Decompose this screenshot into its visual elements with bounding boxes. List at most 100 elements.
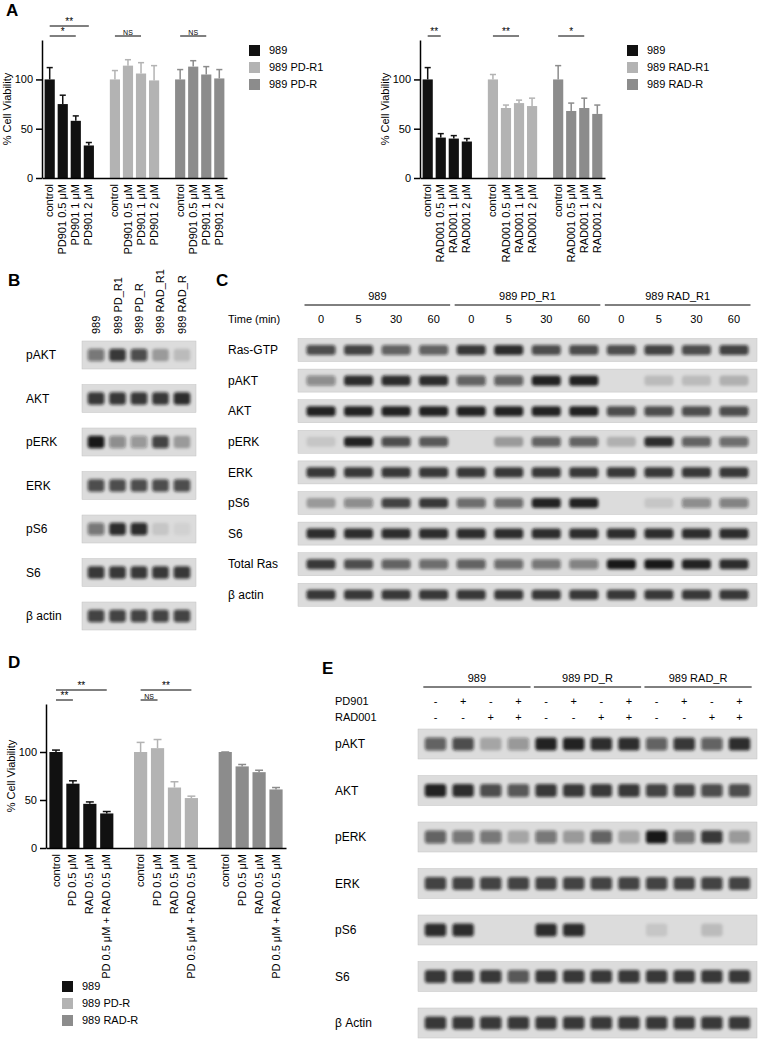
blot-band [508,784,529,797]
blot-band [618,923,639,936]
group-line [644,687,751,688]
blot-strip [298,430,757,453]
error-whisker [206,67,208,75]
x-tick: control [552,178,564,217]
error-cap [555,65,561,67]
blot-band [607,498,636,508]
x-tick-label: RAD001 2 μM [460,184,472,253]
treatment-label: PD901 [335,695,369,707]
group-label: 989 RAD_R [669,672,728,684]
blot-band [644,590,673,600]
blot-band [563,970,584,983]
blot-band [88,436,105,448]
blot-band [508,830,529,843]
blot-band [480,1016,501,1029]
error-bar [568,103,574,111]
blot-band [480,737,501,750]
treatment-value: + [626,711,632,723]
y-tick-mark [414,79,420,81]
blot-band [607,406,636,416]
bar [185,798,198,848]
error-bar [47,68,53,80]
error-bar [86,802,94,804]
error-bar [187,796,195,798]
blot-band [563,1016,584,1029]
error-cap [125,59,131,61]
error-cap [177,69,183,71]
blot-band [646,877,667,890]
error-cap [171,781,179,783]
blot-band [701,830,722,843]
blot-band [131,392,148,404]
x-axis: controlPD901 0.5 μMPD901 1 μMPD901 2 μMc… [43,178,228,255]
blot-band [109,566,126,578]
blot-band [729,737,750,750]
error-cap [272,787,280,789]
group-label: 989 PD_R [562,672,613,684]
blot-band [682,345,711,355]
blot-band [729,877,750,890]
blot-band [532,498,561,508]
significance-label: ** [77,680,85,691]
blot-band [152,479,169,491]
x-tick-label: RAD001 1 μM [578,184,590,253]
blot-band [618,737,639,750]
legend-label: 989 RAD-R1 [647,61,709,73]
blot-band [535,1016,556,1029]
error-cap [154,739,162,741]
y-tick-label: 50 [25,794,37,806]
error-bar [516,100,522,103]
group-line [605,305,751,306]
blot-band [131,610,148,622]
x-tick-label: RAD001 0.5 μM [565,184,577,262]
y-tick: 50 [25,794,46,806]
y-tick: 0 [405,172,420,184]
blot-band [719,467,748,477]
bar [151,748,164,848]
legend-label: 989 RAD-R [647,78,703,90]
legend-swatch [627,62,638,73]
blot-band [591,830,612,843]
legend-label: 989 RAD-R [82,1014,138,1026]
x-tick: PD901 1 μM [200,178,212,245]
group-label: 989 RAD_R1 [645,290,710,302]
blot-band [535,877,556,890]
treatment-label: Time (min) [228,313,280,325]
blot-band [563,923,584,936]
x-tick-label: control [108,184,120,217]
error-bar [425,68,431,80]
bar [566,111,576,178]
blot-band [532,345,561,355]
x-tick-label: control [219,854,231,887]
error-bar [203,67,209,75]
bar [488,79,498,178]
bar-chart: D050100% Cell ViabilitycontrolPD 0.5 μMR… [5,653,287,1026]
blot-band [618,877,639,890]
blot-band [607,376,636,386]
blot-band [109,436,126,448]
panel-label: B [8,271,20,290]
error-bar [216,70,222,79]
bar [553,79,563,178]
panel-label: E [322,659,333,678]
error-cap [238,764,246,766]
blot-band [532,559,561,569]
blot-band [532,529,561,539]
significance-label: NS [144,693,154,700]
blot-band [452,737,473,750]
blot-strip [418,776,757,806]
error-bar [171,782,179,788]
blot-band [419,406,448,416]
blot-band [674,737,695,750]
blot-band [591,784,612,797]
x-tick-label: RAD001 2 μM [526,184,538,253]
blot-band [535,737,556,750]
plot-area [45,60,225,178]
y-tick: 50 [21,123,42,135]
y-tick: 100 [19,746,46,758]
blot-band [382,406,411,416]
y-tick-mark [36,178,42,180]
blot-band [644,559,673,569]
blot-strip [298,492,757,515]
error-bar [555,66,561,80]
